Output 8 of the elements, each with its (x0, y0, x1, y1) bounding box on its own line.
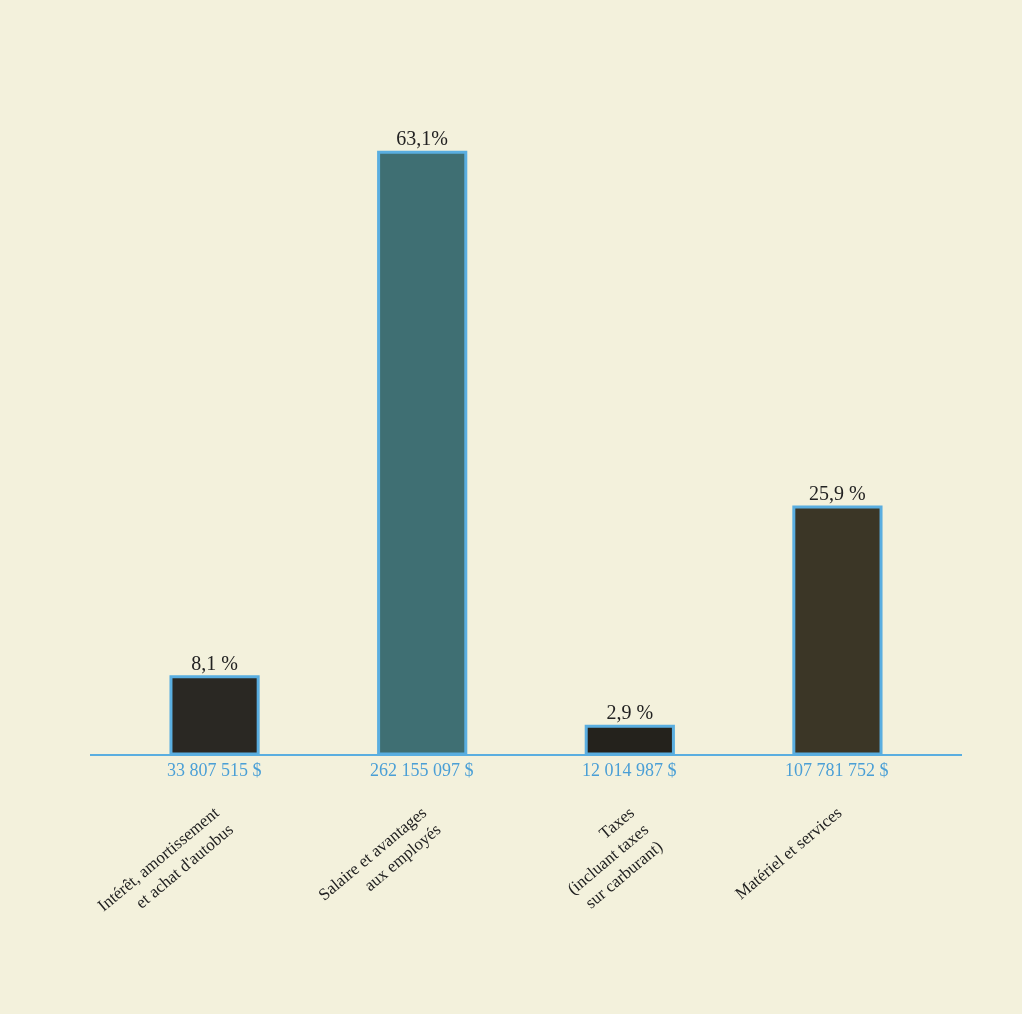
data-label: 63,1% (396, 127, 449, 150)
data-label: 25,9 % (809, 481, 866, 504)
annotation: 33 807 515 $ (167, 760, 262, 780)
annotation: 107 781 752 $ (785, 760, 889, 780)
annotation: 12 014 987 $ (582, 760, 677, 780)
data-label: 2,9 % (606, 701, 654, 724)
annotation: 262 155 097 $ (370, 760, 474, 780)
data-label: 8,1 % (191, 651, 238, 674)
